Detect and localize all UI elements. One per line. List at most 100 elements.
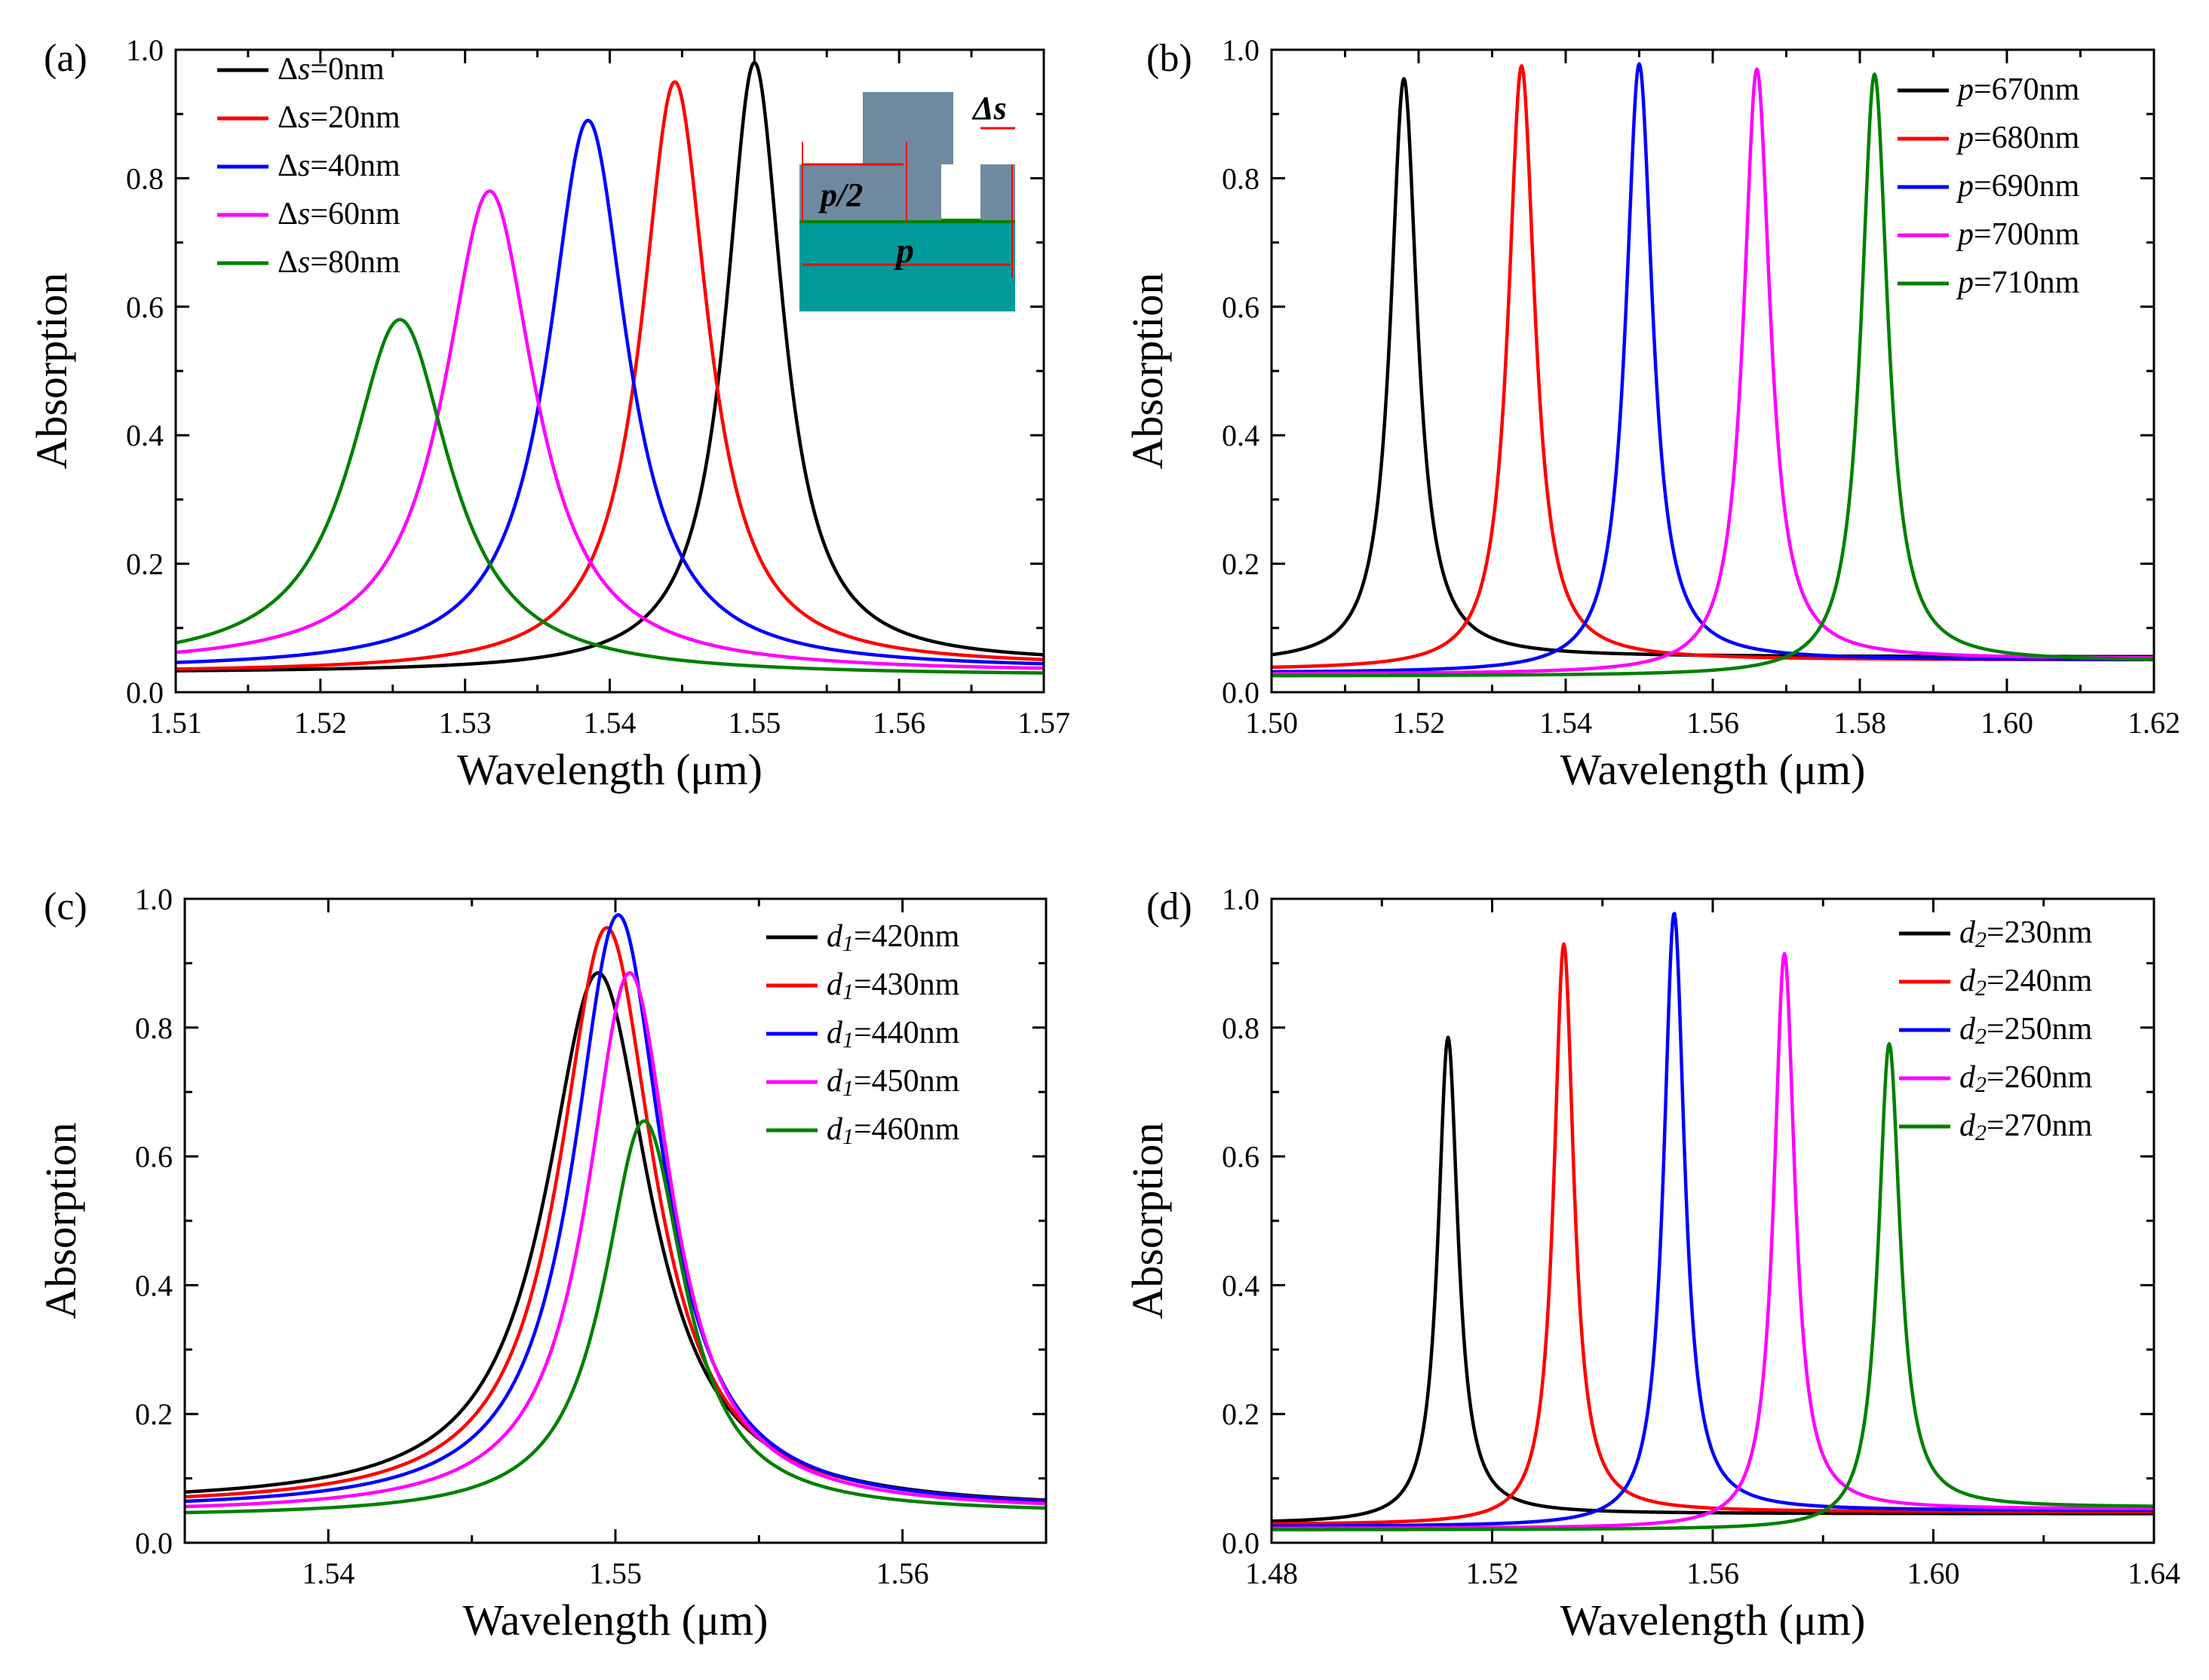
legend-label: d2=230nm xyxy=(1959,915,2093,952)
x-tick-label: 1.56 xyxy=(876,1556,929,1590)
series-line-2 xyxy=(1272,942,2154,1526)
x-tick-label: 1.60 xyxy=(1907,1556,1960,1590)
legend-label: d2=250nm xyxy=(1959,1012,2093,1049)
legend-var: p xyxy=(1956,217,1974,252)
y-tick-label: 0.0 xyxy=(135,1526,173,1560)
y-tick-label: 0.0 xyxy=(1222,1526,1259,1560)
legend-var: p xyxy=(1956,169,1974,204)
y-tick-label: 0.6 xyxy=(135,1140,173,1174)
x-tick-label: 1.62 xyxy=(2128,706,2180,740)
legend-label: Δs=60nm xyxy=(278,197,400,231)
legend-suffix: =20nm xyxy=(310,100,400,135)
y-tick-label: 0.8 xyxy=(1222,161,1259,195)
series-line-1 xyxy=(1272,77,2154,659)
x-tick-label: 1.57 xyxy=(1017,706,1070,740)
legend-label: Δs=40nm xyxy=(278,149,400,183)
legend-label: p=700nm xyxy=(1956,217,2080,252)
legend-suffix: =680nm xyxy=(1974,121,2080,155)
curves xyxy=(185,913,1046,1515)
y-tick-label: 0.4 xyxy=(126,418,164,452)
series-line-1 xyxy=(176,60,1044,673)
y-tick-label: 0.4 xyxy=(135,1268,173,1302)
x-tick-label: 1.55 xyxy=(589,1556,642,1590)
y-tick-label: 0.8 xyxy=(135,1011,173,1045)
x-axis-label: Wavelength (μm) xyxy=(457,745,762,794)
x-tick-label: 1.53 xyxy=(439,706,492,740)
series-line-5 xyxy=(1272,1041,2154,1531)
x-tick-label: 1.52 xyxy=(294,706,347,740)
y-tick-label: 0.4 xyxy=(1222,418,1259,452)
legend-sub: 1 xyxy=(842,1028,854,1053)
y-tick-label: 0.0 xyxy=(1222,676,1259,710)
legend-var: d xyxy=(1959,1108,1976,1143)
x-tick-label: 1.50 xyxy=(1245,706,1298,740)
y-axis-label: Absorption xyxy=(1123,1123,1172,1320)
y-tick-label: 0.2 xyxy=(135,1397,173,1431)
legend-sub: 2 xyxy=(1975,927,1987,952)
legend-label: d2=270nm xyxy=(1959,1108,2093,1145)
y-tick-label: 0.2 xyxy=(1222,1397,1259,1431)
legend-var: s xyxy=(298,197,310,231)
y-tick-label: 1.0 xyxy=(126,33,164,67)
legend-var: d xyxy=(827,919,843,954)
x-axis-label: Wavelength (μm) xyxy=(1560,1596,1866,1645)
series-line-4 xyxy=(185,970,1046,1509)
legend-sub: 1 xyxy=(842,1124,854,1149)
inset-block-left xyxy=(799,164,907,220)
legend-sub: 1 xyxy=(842,1076,854,1101)
series-line-2 xyxy=(176,80,1044,671)
legend-suffix: =670nm xyxy=(1974,72,2080,107)
legend-label: Δs=0nm xyxy=(278,52,385,87)
x-tick-label: 1.60 xyxy=(1980,706,2033,740)
legend-var: d xyxy=(1959,1012,1976,1047)
panel-b: 1.50 1.52 1.54 1.56 1.58 1.60 1.62 0.0 0.2 0.4 0.6… xyxy=(1123,33,2180,794)
legend-suffix: =450nm xyxy=(854,1064,960,1099)
y-tick-label: 0.6 xyxy=(126,290,164,324)
x-tick-label: 1.54 xyxy=(1539,706,1592,740)
x-tick-label: 1.58 xyxy=(1833,706,1886,740)
y-axis-label: Absorption xyxy=(36,1123,85,1320)
series-line-3 xyxy=(185,913,1046,1504)
legend-sub: 2 xyxy=(1975,1121,1987,1145)
curves xyxy=(176,60,1044,675)
legend-var: s xyxy=(298,245,310,280)
series-line-2 xyxy=(1272,64,2154,670)
x-tick-label: 1.51 xyxy=(149,706,202,740)
y-tick-label: 1.0 xyxy=(1222,882,1259,916)
y-tick-label: 1.0 xyxy=(1222,33,1259,67)
legend-var: p xyxy=(1956,265,1974,300)
legend-label: d1=420nm xyxy=(827,919,960,956)
x-tick-label: 1.52 xyxy=(1466,1556,1519,1590)
legend-var: p xyxy=(1956,121,1974,155)
legend-suffix: =230nm xyxy=(1987,915,2093,950)
legend-label: Δs=20nm xyxy=(278,100,400,135)
inset-block-right xyxy=(980,164,1015,220)
legend-sub: 2 xyxy=(1975,976,1987,1001)
inset-block-mid xyxy=(907,164,941,220)
legend-prefix: Δ xyxy=(278,149,298,183)
panel-c: 1.54 1.55 1.56 0.0 0.2 0.4 0.6 0.8 1.0 Wavelength… xyxy=(36,882,1048,1645)
legend-label: d1=440nm xyxy=(827,1016,960,1053)
legend-var: d xyxy=(827,1064,843,1099)
panel-a: 1.51 1.52 1.53 1.54 1.55 1.56 1.57 0.0 0.2 0.4 0.6… xyxy=(27,33,1070,794)
legend-var: d xyxy=(827,967,843,1002)
legend-suffix: =460nm xyxy=(854,1112,960,1147)
inset-label-p: p xyxy=(893,231,914,271)
x-axis-label: Wavelength (μm) xyxy=(463,1596,769,1645)
x-tick-label: 1.56 xyxy=(1686,1556,1739,1590)
inset-label-p2: p/2 xyxy=(818,176,863,213)
legend-var: s xyxy=(298,149,310,183)
inset-schematic: p/2 p Δs xyxy=(799,90,1015,311)
series-line-3 xyxy=(176,118,1044,666)
legend-sub: 1 xyxy=(842,979,854,1004)
x-tick-label: 1.55 xyxy=(728,706,781,740)
legend-suffix: =80nm xyxy=(310,245,400,280)
legend-label: d1=430nm xyxy=(827,967,960,1004)
y-axis-label: Absorption xyxy=(1123,273,1172,470)
panel-label: (c) xyxy=(44,885,87,928)
panel-label: (b) xyxy=(1146,37,1192,80)
legend-prefix: Δ xyxy=(278,245,298,280)
legend-suffix: =260nm xyxy=(1987,1060,2093,1095)
legend-var: s xyxy=(298,52,310,87)
